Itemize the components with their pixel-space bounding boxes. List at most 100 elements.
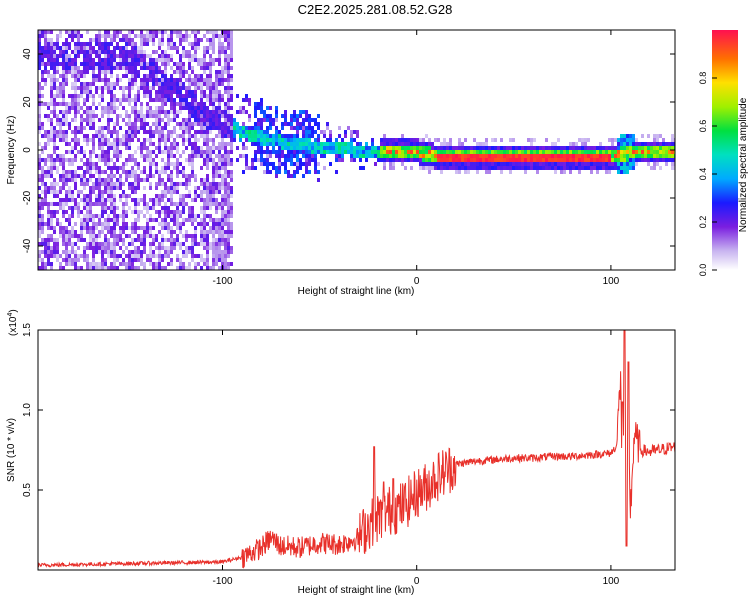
heatmap-cell bbox=[179, 258, 182, 262]
heatmap-cell bbox=[131, 138, 134, 142]
heatmap-cell bbox=[578, 146, 581, 150]
heatmap-cell bbox=[113, 46, 116, 50]
heatmap-cell bbox=[92, 166, 95, 170]
heatmap-cell bbox=[107, 206, 110, 210]
chart-title: C2E2.2025.281.08.52.G28 bbox=[297, 2, 453, 17]
heatmap-cell bbox=[68, 70, 71, 74]
heatmap-cell bbox=[62, 266, 65, 270]
heatmap-cell bbox=[161, 258, 164, 262]
heatmap-cell bbox=[227, 34, 230, 38]
heatmap-cell bbox=[62, 234, 65, 238]
heatmap-cell bbox=[104, 134, 107, 138]
heatmap-cell bbox=[434, 162, 437, 166]
heatmap-cell bbox=[68, 234, 71, 238]
heatmap-cell bbox=[38, 250, 41, 254]
heatmap-cell bbox=[188, 118, 191, 122]
heatmap-cell bbox=[128, 58, 131, 62]
heatmap-cell bbox=[80, 130, 83, 134]
heatmap-cell bbox=[206, 50, 209, 54]
heatmap-cell bbox=[134, 186, 137, 190]
heatmap-cell bbox=[170, 66, 173, 70]
heatmap-cell bbox=[650, 154, 653, 158]
heatmap-cell bbox=[179, 58, 182, 62]
heatmap-cell bbox=[614, 162, 617, 166]
heatmap-cell bbox=[470, 150, 473, 154]
heatmap-cell bbox=[182, 66, 185, 70]
heatmap-cell bbox=[131, 134, 134, 138]
heatmap-cell bbox=[185, 174, 188, 178]
heatmap-cell bbox=[266, 166, 269, 170]
heatmap-cell bbox=[194, 114, 197, 118]
heatmap-cell bbox=[320, 150, 323, 154]
heatmap-cell bbox=[437, 150, 440, 154]
heatmap-cell bbox=[614, 154, 617, 158]
heatmap-cell bbox=[476, 146, 479, 150]
heatmap-cell bbox=[41, 150, 44, 154]
heatmap-cell bbox=[206, 98, 209, 102]
heatmap-cell bbox=[110, 134, 113, 138]
heatmap-cell bbox=[191, 234, 194, 238]
heatmap-cell bbox=[494, 158, 497, 162]
heatmap-cell bbox=[647, 162, 650, 166]
heatmap-cell bbox=[200, 178, 203, 182]
heatmap-cell bbox=[446, 158, 449, 162]
heatmap-cell bbox=[152, 58, 155, 62]
heatmap-cell bbox=[89, 42, 92, 46]
heatmap-cell bbox=[176, 254, 179, 258]
heatmap-cell bbox=[140, 58, 143, 62]
heatmap-cell bbox=[92, 234, 95, 238]
heatmap-cell bbox=[392, 158, 395, 162]
heatmap-cell bbox=[542, 166, 545, 170]
heatmap-cell bbox=[176, 186, 179, 190]
heatmap-cell bbox=[107, 218, 110, 222]
heatmap-cell bbox=[59, 138, 62, 142]
heatmap-cell bbox=[164, 82, 167, 86]
heatmap-cell bbox=[80, 254, 83, 258]
heatmap-cell bbox=[230, 158, 233, 162]
heatmap-cell bbox=[647, 142, 650, 146]
heatmap-cell bbox=[38, 106, 41, 110]
heatmap-cell bbox=[479, 150, 482, 154]
heatmap-cell bbox=[143, 202, 146, 206]
heatmap-cell bbox=[131, 58, 134, 62]
heatmap-cell bbox=[98, 30, 101, 34]
heatmap-cell bbox=[77, 66, 80, 70]
heatmap-cell bbox=[164, 166, 167, 170]
heatmap-cell bbox=[134, 62, 137, 66]
heatmap-cell bbox=[293, 162, 296, 166]
heatmap-cell bbox=[320, 142, 323, 146]
heatmap-cell bbox=[443, 162, 446, 166]
heatmap-cell bbox=[371, 138, 374, 142]
heatmap-cell bbox=[617, 166, 620, 170]
heatmap-cell bbox=[224, 90, 227, 94]
heatmap-cell bbox=[194, 190, 197, 194]
heatmap-cell bbox=[152, 134, 155, 138]
heatmap-cell bbox=[86, 242, 89, 246]
heatmap-cell bbox=[140, 258, 143, 262]
heatmap-cell bbox=[206, 122, 209, 126]
heatmap-cell bbox=[116, 214, 119, 218]
heatmap-cell bbox=[59, 206, 62, 210]
heatmap-cell bbox=[197, 194, 200, 198]
heatmap-cell bbox=[206, 158, 209, 162]
heatmap-cell bbox=[275, 150, 278, 154]
heatmap-cell bbox=[113, 54, 116, 58]
heatmap-cell bbox=[404, 138, 407, 142]
heatmap-cell bbox=[68, 30, 71, 34]
heatmap-cell bbox=[224, 50, 227, 54]
heatmap-cell bbox=[371, 142, 374, 146]
heatmap-cell bbox=[113, 206, 116, 210]
heatmap-cell bbox=[125, 146, 128, 150]
heatmap-cell bbox=[221, 218, 224, 222]
heatmap-cell bbox=[149, 150, 152, 154]
heatmap-cell bbox=[269, 142, 272, 146]
heatmap-cell bbox=[368, 146, 371, 150]
heatmap-cell bbox=[635, 146, 638, 150]
heatmap-cell bbox=[113, 266, 116, 270]
heatmap-cell bbox=[218, 102, 221, 106]
heatmap-cell bbox=[164, 150, 167, 154]
heatmap-cell bbox=[401, 150, 404, 154]
heatmap-cell bbox=[314, 138, 317, 142]
heatmap-cell bbox=[269, 162, 272, 166]
heatmap-cell bbox=[44, 254, 47, 258]
